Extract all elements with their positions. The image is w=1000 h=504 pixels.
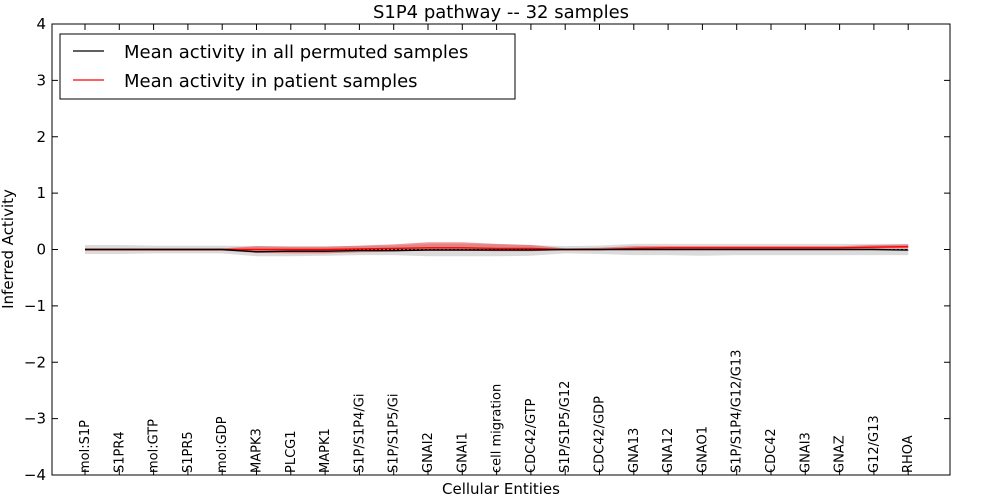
x-tick-label: S1P/S1P4/G12/G13 — [730, 350, 745, 473]
x-tick-label: GNA13 — [627, 428, 642, 473]
x-tick-label: cell migration — [490, 384, 505, 473]
x-tick-label: GNAO1 — [695, 426, 710, 473]
x-axis: mol:S1P S1PR4 mol:GTP S1PR5 mol:GDP MAPK3 PLCG… — [78, 24, 916, 475]
chart-title: S1P4 pathway -- 32 samples — [373, 2, 629, 23]
x-tick-label: GNA12 — [661, 428, 676, 473]
legend: Mean activity in all permuted samples Me… — [59, 33, 516, 100]
x-tick-label: S1PR4 — [112, 431, 127, 473]
y-axis-label: Inferred Activity — [0, 189, 17, 309]
x-tick-label: S1P/S1P5/Gi — [387, 394, 402, 473]
legend-box — [59, 33, 516, 100]
x-tick-label: S1P/S1P5/G12 — [558, 381, 573, 473]
x-tick-label: RHOA — [901, 435, 916, 473]
x-tick-label: CDC42/GTP — [524, 398, 539, 473]
legend-label-patient: Mean activity in patient samples — [124, 71, 418, 92]
y-tick-label: −4 — [24, 466, 46, 484]
x-tick-label: mol:S1P — [78, 420, 93, 473]
permuted-mean-line — [85, 248, 909, 253]
y-tick-label: −3 — [24, 410, 46, 428]
x-tick-label: mol:GDP — [215, 416, 230, 473]
x-tick-label: GNAI3 — [798, 432, 813, 473]
x-tick-label: G12/G13 — [867, 415, 882, 473]
x-tick-label: MAPK1 — [318, 428, 333, 473]
x-tick-label: PLCG1 — [284, 430, 299, 473]
y-tick-label: 0 — [36, 241, 46, 259]
y-axis: 4 3 2 1 0 −1 −2 −3 −4 — [24, 15, 950, 484]
y-tick-label: 1 — [36, 184, 46, 202]
x-tick-label: CDC42 — [764, 428, 779, 473]
y-tick-label: 4 — [36, 15, 46, 33]
x-tick-label: GNAI1 — [455, 432, 470, 473]
x-tick-label: GNAI2 — [421, 432, 436, 473]
x-axis-label: Cellular Entities — [442, 480, 560, 498]
x-tick-label: S1P/S1P4/Gi — [352, 394, 367, 473]
y-tick-label: −1 — [24, 297, 46, 315]
y-tick-label: 2 — [36, 128, 46, 146]
y-tick-label: −2 — [24, 353, 46, 371]
y-tick-label: 3 — [36, 71, 46, 89]
x-tick-label: MAPK3 — [250, 428, 265, 473]
x-tick-label: GNAZ — [833, 435, 848, 473]
legend-label-permuted: Mean activity in all permuted samples — [124, 42, 468, 63]
x-tick-label: S1PR5 — [181, 431, 196, 473]
x-tick-label: mol:GTP — [147, 419, 162, 473]
x-tick-label: CDC42/GDP — [593, 396, 608, 473]
series-lines — [85, 246, 909, 253]
